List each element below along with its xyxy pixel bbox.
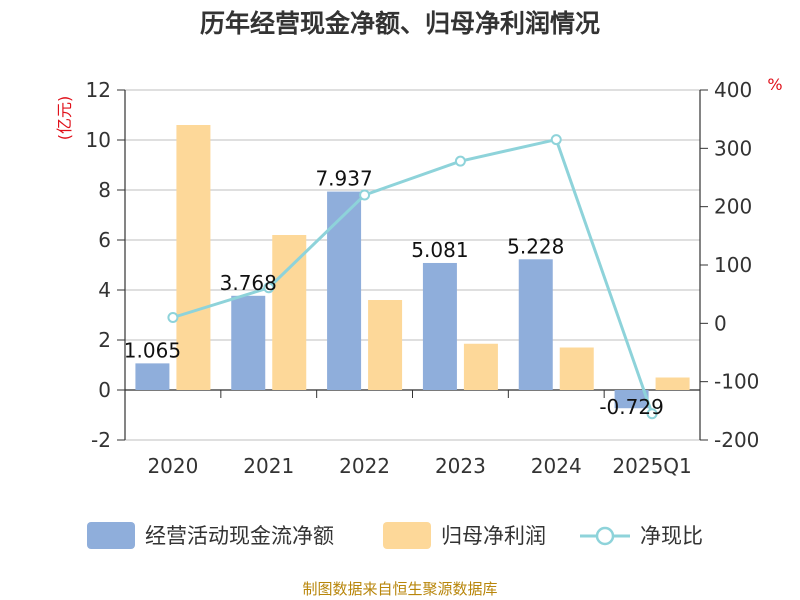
- right-axis-ticks: -200 -100 0 100 200 300 400: [700, 78, 759, 452]
- ratio-point-2020: [167, 312, 179, 323]
- right-tick-label-1: -100: [714, 370, 759, 394]
- x-tick-label-3: 2023: [435, 454, 486, 478]
- bar-net-profit-2022: [368, 300, 403, 390]
- axes: [124, 90, 701, 440]
- bar-cash-flow-2020: [135, 363, 170, 390]
- left-tick-label-3: 4: [98, 278, 111, 302]
- x-tick-label-4: 2024: [531, 454, 582, 478]
- legend-item-ratio[interactable]: 净现比: [580, 524, 703, 548]
- x-tick-label-2: 2022: [339, 454, 390, 478]
- right-tick-label-4: 200: [714, 195, 752, 219]
- right-axis-unit: %: [767, 75, 782, 94]
- bar-cash-flow-2023: [422, 262, 457, 390]
- left-axis-ticks: -2 0 2 4 6 8 10 12: [86, 78, 125, 452]
- right-tick-label-2: 0: [714, 311, 727, 335]
- legend-label-ratio: 净现比: [640, 524, 703, 548]
- data-label-2020: 1.065: [124, 338, 181, 362]
- x-tick-label-0: 2020: [147, 454, 198, 478]
- right-tick-label-3: 100: [714, 253, 752, 277]
- ratio-line: [167, 134, 658, 420]
- legend-swatch-cash-flow: [87, 522, 135, 549]
- x-tick-label-5: 2025Q1: [612, 454, 691, 478]
- left-tick-label-4: 6: [98, 228, 111, 252]
- data-label-2022: 7.937: [315, 167, 372, 191]
- right-tick-label-5: 300: [714, 136, 752, 160]
- legend-label-cash-flow: 经营活动现金流净额: [145, 524, 334, 548]
- ratio-line-path: [172, 137, 654, 415]
- left-axis-unit: (亿元): [55, 96, 74, 141]
- right-tick-label-6: 400: [714, 78, 752, 102]
- ratio-point-2022: [359, 189, 371, 201]
- x-axis-ticks: 2020 2021 2022 2023 2024 2025Q1: [124, 390, 701, 478]
- left-tick-label-5: 8: [98, 178, 111, 202]
- legend-item-cash-flow[interactable]: 经营活动现金流净额: [87, 522, 334, 549]
- left-tick-label-7: 12: [86, 78, 111, 102]
- data-label-2024: 5.228: [507, 234, 564, 258]
- data-label-2025Q1: -0.729: [599, 395, 663, 419]
- chart-title: 历年经营现金净额、归母净利润情况: [200, 9, 600, 38]
- bars: [135, 125, 690, 409]
- data-labels: 1.065 3.768 7.937 5.081 5.228 -0.729: [124, 167, 664, 420]
- source-note: 制图数据来自恒生聚源数据库: [302, 580, 497, 598]
- right-tick-label-0: -200: [714, 428, 759, 452]
- bar-cash-flow-2024: [518, 259, 553, 390]
- ratio-point-2025Q1: [646, 408, 658, 420]
- left-tick-label-0: -2: [91, 428, 111, 452]
- bar-net-profit-2020: [176, 125, 211, 390]
- gridlines: [125, 89, 700, 441]
- bar-cash-flow-2022: [327, 191, 362, 390]
- bar-cash-flow-2021: [231, 295, 266, 390]
- legend: 经营活动现金流净额 归母净利润 净现比: [87, 522, 703, 549]
- data-label-2021: 3.768: [220, 271, 277, 295]
- ratio-point-2024: [550, 134, 562, 146]
- left-tick-label-1: 0: [98, 378, 111, 402]
- legend-marker-ratio: [595, 526, 615, 546]
- legend-swatch-net-profit: [383, 522, 431, 549]
- legend-item-net-profit[interactable]: 归母净利润: [383, 522, 546, 549]
- bar-net-profit-2025Q1: [655, 377, 690, 390]
- left-tick-label-6: 10: [86, 128, 111, 152]
- bar-cash-flow-2025Q1: [614, 390, 649, 409]
- x-tick-label-1: 2021: [243, 454, 294, 478]
- ratio-point-2021: [263, 282, 275, 294]
- bar-net-profit-2021: [272, 235, 307, 390]
- left-tick-label-2: 2: [98, 328, 111, 352]
- ratio-point-2023: [454, 155, 466, 167]
- legend-label-net-profit: 归母净利润: [441, 524, 546, 548]
- data-label-2023: 5.081: [411, 238, 468, 262]
- bar-net-profit-2024: [559, 347, 594, 390]
- bar-net-profit-2023: [463, 343, 498, 390]
